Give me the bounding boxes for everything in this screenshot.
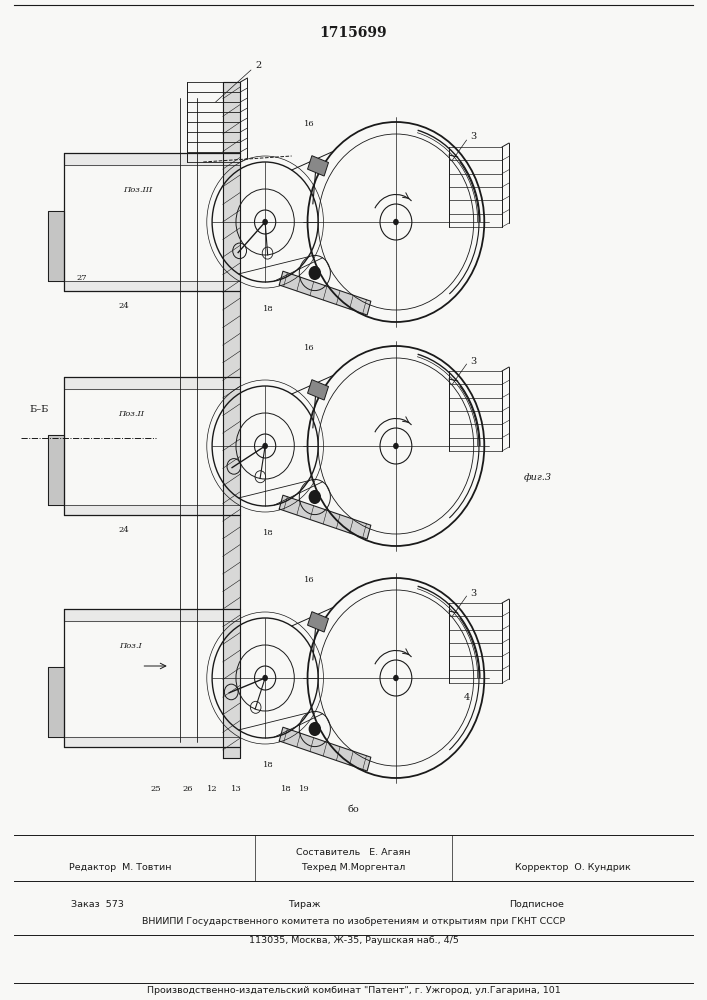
Circle shape	[262, 443, 268, 449]
Text: Б–Б: Б–Б	[29, 406, 49, 414]
Polygon shape	[64, 609, 240, 621]
Text: 1715699: 1715699	[320, 26, 387, 40]
Text: 16: 16	[304, 576, 315, 584]
Text: 3: 3	[471, 132, 477, 141]
Text: Составитель   Е. Агаян: Составитель Е. Агаян	[296, 848, 411, 857]
Text: 18: 18	[263, 761, 274, 769]
Polygon shape	[64, 505, 240, 515]
Bar	[308, 612, 329, 632]
Circle shape	[393, 219, 399, 225]
Text: 18: 18	[263, 529, 274, 537]
Text: 13: 13	[231, 785, 243, 793]
Polygon shape	[279, 271, 370, 315]
Text: 4: 4	[464, 694, 469, 702]
Text: Поз.I: Поз.I	[119, 642, 142, 650]
Text: 18: 18	[281, 785, 292, 793]
Circle shape	[393, 443, 399, 449]
Text: 16: 16	[304, 120, 315, 128]
Polygon shape	[48, 667, 64, 737]
Polygon shape	[64, 281, 240, 291]
Polygon shape	[64, 377, 240, 389]
Text: 18: 18	[263, 305, 274, 313]
Circle shape	[308, 722, 321, 736]
Polygon shape	[279, 495, 370, 539]
Polygon shape	[223, 82, 240, 758]
Circle shape	[262, 219, 268, 225]
Text: Заказ  573: Заказ 573	[71, 900, 124, 909]
Text: 25: 25	[150, 785, 161, 793]
Text: Корректор  О. Кундрик: Корректор О. Кундрик	[515, 863, 631, 872]
Text: 3: 3	[471, 588, 477, 597]
Text: 24: 24	[118, 526, 129, 534]
Text: 113035, Москва, Ж-35, Раушская наб., 4/5: 113035, Москва, Ж-35, Раушская наб., 4/5	[249, 936, 458, 945]
Text: 12: 12	[206, 785, 218, 793]
Text: 27: 27	[76, 274, 87, 282]
Polygon shape	[48, 211, 64, 281]
Text: Тираж: Тираж	[288, 900, 320, 909]
Text: 16: 16	[304, 344, 315, 352]
Polygon shape	[279, 727, 370, 771]
Text: 3: 3	[471, 357, 477, 365]
Bar	[308, 156, 329, 176]
Circle shape	[393, 675, 399, 681]
Polygon shape	[64, 737, 240, 747]
Polygon shape	[64, 153, 240, 165]
Text: бо: бо	[348, 806, 359, 814]
Text: Производственно-издательский комбинат "Патент", г. Ужгород, ул.Гагарина, 101: Производственно-издательский комбинат "П…	[146, 986, 561, 995]
Bar	[308, 380, 329, 400]
Text: Техред М.Моргентал: Техред М.Моргентал	[301, 863, 406, 872]
Text: фиг.3: фиг.3	[523, 474, 551, 483]
Circle shape	[262, 675, 268, 681]
Text: ВНИИПИ Государственного комитета по изобретениям и открытиям при ГКНТ СССР: ВНИИПИ Государственного комитета по изоб…	[142, 917, 565, 926]
Circle shape	[308, 490, 321, 504]
Text: Поз.III: Поз.III	[123, 186, 153, 194]
Text: 24: 24	[118, 302, 129, 310]
Text: 2: 2	[255, 61, 261, 70]
Text: 26: 26	[182, 785, 192, 793]
Circle shape	[308, 266, 321, 280]
Text: 19: 19	[298, 785, 310, 793]
Text: Редактор  М. Товтин: Редактор М. Товтин	[69, 863, 171, 872]
Text: Подписное: Подписное	[509, 900, 564, 909]
Text: Поз.II: Поз.II	[118, 410, 144, 418]
Polygon shape	[48, 435, 64, 505]
